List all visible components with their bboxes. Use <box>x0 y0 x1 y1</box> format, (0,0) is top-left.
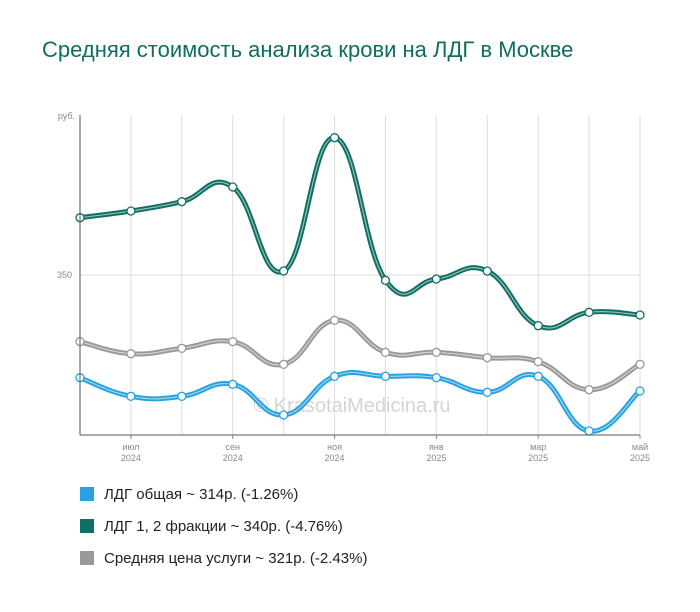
x-tick-month: сен <box>225 442 240 452</box>
data-point <box>126 206 136 216</box>
x-tick-month: июл <box>122 442 139 452</box>
data-point <box>177 343 187 353</box>
data-point <box>177 197 187 207</box>
x-tick-month: ноя <box>327 442 342 452</box>
series-line <box>77 317 643 393</box>
data-point <box>482 387 492 397</box>
legend-label: ЛДГ общая ~ 314р. (-1.26%) <box>104 485 299 503</box>
legend-label: Средняя цена услуги ~ 321р. (-2.43%) <box>104 549 368 567</box>
data-point <box>380 347 391 357</box>
data-point <box>635 310 645 320</box>
x-tick-month: янв <box>429 442 444 452</box>
chart-title: Средняя стоимость анализа крови на ЛДГ в… <box>42 37 574 62</box>
series-2 <box>75 315 645 395</box>
data-point <box>380 275 391 285</box>
data-point <box>482 266 492 276</box>
legend-swatch <box>80 487 94 501</box>
series-lines <box>75 133 645 436</box>
x-tick-year: 2025 <box>630 453 650 463</box>
legend-swatch <box>80 519 94 533</box>
data-point <box>177 391 187 401</box>
x-tick-month: май <box>632 442 648 452</box>
data-point <box>228 182 238 192</box>
axes: 350руб.июл2024сен2024ноя2024янв2025мар20… <box>57 111 650 463</box>
legend-item[interactable]: ЛДГ общая ~ 314р. (-1.26%) <box>80 484 367 504</box>
y-tick-label: 350 <box>57 270 72 280</box>
data-point <box>329 133 340 143</box>
x-tick-month: мар <box>530 442 546 452</box>
data-point <box>228 379 238 389</box>
y-axis-label: руб. <box>58 111 75 121</box>
legend: ЛДГ общая ~ 314р. (-1.26%) ЛДГ 1, 2 фракц… <box>80 484 367 580</box>
data-point <box>126 349 136 359</box>
data-point <box>482 353 492 363</box>
data-point <box>329 371 340 381</box>
series-1 <box>75 133 645 331</box>
data-point <box>278 410 289 420</box>
series-line-highlight <box>79 137 641 329</box>
data-point <box>431 347 442 357</box>
x-tick-year: 2025 <box>426 453 446 463</box>
x-tick-year: 2024 <box>223 453 243 463</box>
data-point <box>431 274 442 284</box>
data-point <box>533 321 543 331</box>
data-point <box>635 386 645 396</box>
x-tick-year: 2025 <box>528 453 548 463</box>
data-point <box>228 337 238 347</box>
legend-swatch <box>80 551 94 565</box>
data-point <box>584 385 594 395</box>
legend-label: ЛДГ 1, 2 фракции ~ 340р. (-4.76%) <box>104 517 343 535</box>
data-point <box>635 359 645 369</box>
data-point <box>533 371 543 381</box>
data-point <box>584 307 594 317</box>
legend-item[interactable]: ЛДГ 1, 2 фракции ~ 340р. (-4.76%) <box>80 516 367 536</box>
legend-item[interactable]: Средняя цена услуги ~ 321р. (-2.43%) <box>80 548 367 568</box>
data-point <box>431 373 442 383</box>
data-point <box>278 266 289 276</box>
grid <box>80 115 641 435</box>
data-point <box>126 391 136 401</box>
x-tick-year: 2024 <box>121 453 141 463</box>
data-point <box>329 315 340 325</box>
watermark: © KrasotaiMedicina.ru <box>253 395 450 417</box>
data-point <box>278 359 289 369</box>
data-point <box>380 371 391 381</box>
x-tick-year: 2024 <box>325 453 345 463</box>
data-point <box>584 426 594 436</box>
data-point <box>533 357 543 367</box>
series-line <box>77 135 643 331</box>
